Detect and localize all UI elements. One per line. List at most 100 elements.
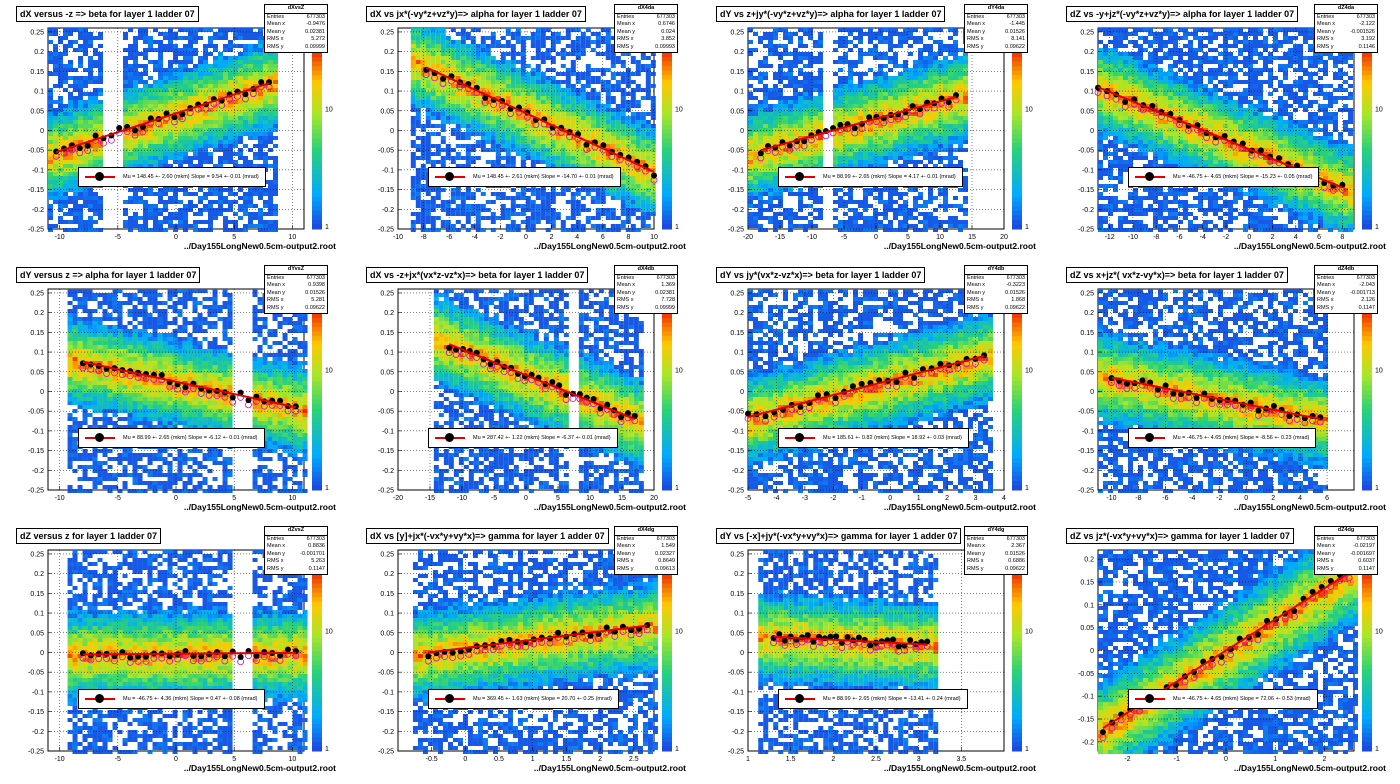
filled-marker [1254, 631, 1261, 638]
y-tick-label: -0.2 [32, 729, 44, 736]
y-tick-label: -0.2 [732, 729, 744, 736]
filled-marker [166, 653, 173, 660]
z-tick-label: 10 [325, 106, 333, 113]
stats-box: dZ4db Entries 677303 Mean x -2.043 Mean y -0.0… [1314, 265, 1378, 314]
x-tick-label: 0 [874, 234, 878, 241]
y-tick-label: -0.1 [382, 689, 394, 696]
filled-marker [849, 383, 856, 390]
filled-marker [92, 132, 99, 139]
y-tick-label: 0.15 [380, 330, 394, 337]
filled-marker [284, 646, 291, 653]
y-tick-label: -0.15 [1078, 448, 1094, 455]
y-tick-label: 0.1 [734, 350, 744, 357]
filled-marker [587, 632, 594, 639]
stats-row: Mean x 0.6746 [615, 21, 677, 29]
filled-marker [1221, 132, 1228, 139]
y-tick-label: 0.1 [34, 350, 44, 357]
filled-marker [911, 374, 918, 381]
x-tick-label: 0 [174, 495, 178, 502]
plot-panel: 0.25 0.2 0.15 0.1 0.05 0 -0.05 -0.1 -0.15 -0.2 -0.… [0, 522, 350, 783]
x-tick-label: 3 [974, 495, 978, 502]
filled-marker [1139, 377, 1146, 384]
x-tick-label: -1 [859, 495, 865, 502]
x-tick-label: -15 [775, 234, 785, 241]
y-tick-label: 0.1 [384, 89, 394, 96]
filled-marker [893, 378, 900, 385]
filled-marker [446, 344, 453, 351]
x-tick-label: -2 [497, 234, 503, 241]
file-label: ../Day155LongNew0.5cm-output2.root [1234, 241, 1386, 251]
x-tick-label: 6 [601, 234, 605, 241]
stats-row: Mean y 0.01526 [265, 290, 327, 298]
fit-legend: Mu = -46.75 +- 4.65 (mkm) Slope = -15.23… [1128, 167, 1320, 187]
x-tick-label: -10 [55, 234, 65, 241]
filled-marker [127, 654, 134, 661]
y-tick-label: 0.05 [380, 108, 394, 115]
x-tick-label: 0 [1244, 495, 1248, 502]
plot-title: dZ vs jz*(-vx*y+vy*x)=> gamma for layer … [1066, 528, 1294, 544]
filled-marker [135, 653, 142, 660]
y-tick-label: -0.15 [728, 187, 744, 194]
y-tick-label: 0.1 [384, 611, 394, 618]
grid-lines [398, 550, 654, 752]
filled-marker [867, 642, 874, 649]
x-tick-label: 10 [288, 234, 296, 241]
fit-legend: Mu = -46.75 +- 4.36 (mkm) Slope = 0.47 +… [78, 689, 265, 709]
stats-row: Mean x -0.9476 [265, 21, 327, 29]
filled-marker [440, 75, 447, 82]
file-label: ../Day155LongNew0.5cm-output2.root [534, 763, 686, 773]
stats-row: Mean y -0.001526 [1315, 29, 1377, 37]
legend-marker [85, 433, 115, 443]
stats-box: dY4dg Entries 677303 Mean x 2.367 Mean y 0.015… [964, 526, 1028, 575]
z-tick-label: 1 [1375, 746, 1379, 753]
y-tick-label: 0.2 [1084, 310, 1094, 317]
stats-row: RMS y 0.1147 [1315, 566, 1377, 574]
z-tick-label: 10 [1375, 106, 1383, 113]
stats-name: dY4dg [965, 527, 1027, 536]
plot-canvas: 0.25 0.2 0.15 0.1 0.05 0 -0.05 -0.1 -0.15 -0.2 -0.… [28, 549, 333, 763]
stats-name: dX4db [615, 266, 677, 275]
x-tick-label: 15 [968, 234, 976, 241]
legend-marker [1135, 433, 1165, 443]
stats-row: Entries 677303 [965, 275, 1027, 283]
fit-line [448, 343, 636, 420]
y-tick-label: -0.2 [382, 468, 394, 475]
filled-marker [1193, 395, 1200, 402]
filled-marker [1122, 98, 1129, 105]
y-tick-label: -0.1 [732, 167, 744, 174]
y-tick-label: -0.05 [1078, 671, 1094, 678]
plot-panel: 0.25 0.2 0.15 0.1 0.05 0 -0.05 -0.1 -0.15 -0.2 -0.… [1050, 0, 1400, 261]
legend-marker [785, 433, 815, 443]
y-tick-label: -0.2 [32, 207, 44, 214]
file-label: ../Day155LongNew0.5cm-output2.root [534, 241, 686, 251]
y-tick-label: 0.05 [1080, 625, 1094, 632]
x-tick-label: -10 [1128, 234, 1138, 241]
x-tick-label: -4 [1189, 495, 1195, 502]
z-tick-label: 10 [1025, 628, 1033, 635]
stats-box: dX4db Entries 677303 Mean x 1.369 Mean y 0.023… [614, 265, 678, 314]
x-tick-label: 4 [1298, 495, 1302, 502]
y-tick-label: 0 [1090, 389, 1094, 396]
y-tick-label: 0.25 [30, 29, 44, 36]
filled-marker [804, 632, 811, 639]
y-tick-label: -0.1 [382, 167, 394, 174]
filled-marker [1270, 402, 1277, 409]
y-tick-label: -0.1 [732, 689, 744, 696]
heatmap [758, 550, 939, 754]
fit-legend: Mu = 148.45 +- 2.60 (mkm) Slope = 9.54 +… [78, 167, 266, 187]
filled-marker [827, 633, 834, 640]
y-tick-label: 0.1 [1084, 350, 1094, 357]
y-tick-label: 0.1 [734, 89, 744, 96]
file-label: ../Day155LongNew0.5cm-output2.root [534, 502, 686, 512]
legend-text: Mu = 148.45 +- 2.61 (mkm) Slope = -14.70… [473, 174, 620, 180]
x-tick-label: -10 [457, 495, 467, 502]
y-tick-label: 0.25 [1080, 29, 1094, 36]
y-tick-label: 0 [740, 128, 744, 135]
stats-box: dY4da Entries 677303 Mean x -1.445 Mean y 0.01… [964, 4, 1028, 53]
x-tick-label: 10 [288, 495, 296, 502]
stats-row: RMS y 0.1147 [265, 566, 327, 574]
filled-marker [143, 653, 150, 660]
heatmap [412, 550, 658, 754]
x-tick-label: 20 [650, 495, 658, 502]
y-tick-label: -0.05 [378, 409, 394, 416]
